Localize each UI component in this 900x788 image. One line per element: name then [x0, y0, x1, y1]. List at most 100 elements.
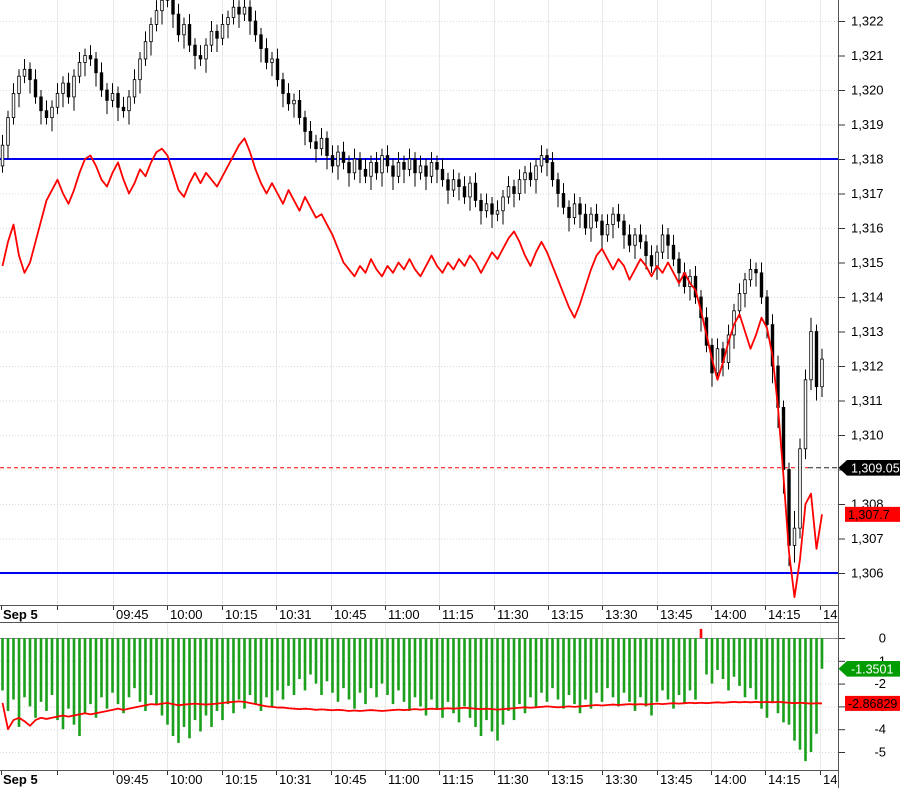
- histogram-bar: [89, 638, 92, 705]
- candle-down: [759, 272, 764, 298]
- time-axis-label: 11:30: [497, 772, 529, 787]
- time-axis-label: 10:31: [279, 772, 312, 787]
- time-axis-label: 13:45: [660, 772, 693, 787]
- candle-up: [17, 75, 21, 94]
- histogram-bar: [397, 638, 400, 691]
- histogram-bar: [325, 638, 329, 682]
- time-axis-label: 13:45: [660, 607, 693, 622]
- histogram-bar: [666, 638, 670, 700]
- histogram-bar: [67, 638, 70, 709]
- histogram-bar: [798, 638, 802, 750]
- candle-down: [325, 137, 329, 156]
- candle-up: [226, 17, 230, 25]
- time-axis-label: 10:00: [170, 607, 203, 622]
- histogram-bar: [507, 638, 510, 711]
- histogram-bar: [628, 638, 631, 702]
- price-axis-label: 1,319: [851, 117, 884, 132]
- histogram-bar: [72, 638, 76, 725]
- histogram-bar: [523, 638, 527, 714]
- price-axis-label: 1,321: [851, 48, 884, 63]
- candle-up: [231, 6, 236, 18]
- histogram-bar: [518, 638, 521, 705]
- price-plot-area[interactable]: [0, 0, 838, 605]
- histogram-series: [1, 628, 824, 762]
- histogram-bar: [243, 638, 246, 709]
- candle-up: [270, 58, 274, 63]
- price-axis-label: 1,316: [851, 221, 884, 236]
- candle-up: [380, 155, 384, 174]
- session-label-upper: Sep 5: [3, 607, 38, 622]
- histogram-bar: [809, 638, 813, 752]
- histogram-bar: [342, 638, 345, 689]
- histogram-bar: [672, 638, 675, 709]
- candle-down: [358, 158, 362, 170]
- candle-down: [644, 241, 648, 257]
- candle-up: [77, 62, 82, 77]
- histogram-bar: [430, 638, 433, 700]
- settlement-price-tag: 1,309.05: [838, 459, 900, 476]
- histogram-bar: [122, 638, 125, 714]
- histogram-bar: [567, 638, 571, 695]
- histogram-bar: [435, 638, 439, 709]
- candle-up: [605, 224, 610, 236]
- candle-down: [193, 44, 197, 56]
- time-axis-strip-upper[interactable]: [0, 605, 900, 622]
- time-axis-label: 11:00: [388, 607, 420, 622]
- histogram-bar: [391, 638, 395, 705]
- histogram-bar: [529, 638, 532, 698]
- candle-down: [44, 110, 49, 118]
- price-axis-label: 1,313: [851, 324, 884, 339]
- candle-down: [105, 89, 109, 101]
- indicator-axis-label: -2: [874, 676, 886, 691]
- candle-down: [440, 168, 445, 181]
- histogram-bar: [386, 638, 389, 695]
- candle-up: [633, 234, 637, 246]
- candle-up: [572, 203, 577, 219]
- histogram-bar: [254, 638, 257, 705]
- value-axis-area[interactable]: [839, 0, 900, 788]
- candle-up: [737, 293, 742, 312]
- time-axis-strip-lower[interactable]: [0, 771, 900, 788]
- histogram-bar: [479, 638, 483, 737]
- time-axis-label: 14:15: [768, 772, 801, 787]
- histogram-bar: [573, 638, 576, 705]
- candle-up: [154, 10, 159, 25]
- time-axis-label: 14:00: [714, 607, 747, 622]
- histogram-bar: [694, 638, 697, 700]
- histogram-bar: [584, 638, 587, 700]
- histogram-bar: [452, 638, 455, 714]
- candle-down: [237, 6, 241, 15]
- candle-down: [286, 93, 291, 105]
- histogram-bar: [562, 638, 565, 709]
- histogram-bar: [23, 638, 26, 698]
- histogram-bar: [375, 638, 378, 698]
- candle-up: [743, 279, 747, 294]
- histogram-bar: [804, 638, 807, 762]
- histogram-bar: [111, 638, 114, 693]
- candle-up: [160, 0, 164, 12]
- histogram-bar: [771, 638, 774, 702]
- histogram-bar: [259, 638, 263, 711]
- histogram-bar: [749, 638, 752, 689]
- time-axis-label: 09:45: [116, 607, 149, 622]
- candle-down: [528, 172, 533, 181]
- histogram-bar: [166, 638, 169, 725]
- comparison-last-price-tag-shape: [845, 506, 900, 522]
- time-axis-label: 11:15: [442, 607, 474, 622]
- candle-down: [479, 199, 483, 212]
- histogram-bar: [1, 638, 4, 691]
- candle-down: [39, 96, 43, 112]
- candle-down: [545, 155, 549, 163]
- time-axis-label: 14:15: [768, 607, 801, 622]
- comparison-last-price-tag: 1,307.7: [845, 506, 900, 522]
- histogram-bar: [633, 638, 637, 711]
- candle-up: [655, 251, 659, 267]
- histogram-bar: [12, 638, 15, 700]
- candle-down: [187, 24, 192, 46]
- candle-up: [6, 117, 10, 146]
- candle-down: [594, 213, 599, 222]
- histogram-bar: [732, 638, 736, 677]
- indicator-axis-label: -5: [874, 745, 886, 760]
- histogram-bar: [606, 638, 609, 689]
- histogram-bar: [353, 638, 356, 709]
